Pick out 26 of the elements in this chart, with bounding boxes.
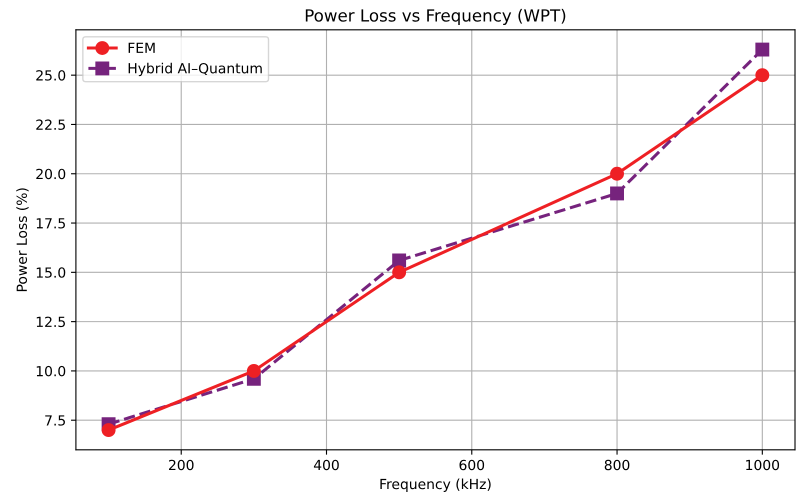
x-tick-label: 200 (168, 460, 194, 470)
point (755, 42, 770, 56)
y-tick-label: 22.5 (36, 119, 65, 130)
y-tick-label: 12.5 (36, 316, 65, 328)
y-tick-label: 20.0 (36, 168, 66, 180)
legend-label: Hybrid AI–Quantum (128, 62, 262, 76)
point (102, 423, 116, 438)
y-tick-label: 17.5 (36, 218, 65, 229)
point (755, 68, 770, 82)
point (610, 166, 624, 181)
y-axis-title: Power Loss (%) (16, 188, 29, 292)
point (392, 265, 406, 280)
x-tick-label: 800 (604, 460, 630, 470)
x-axis-title: Frequency (kHz) (380, 478, 491, 492)
chart-title: Power Loss vs Frequency (WPT) (306, 8, 566, 25)
x-tick-label: 400 (314, 460, 339, 470)
point (610, 186, 624, 200)
y-tick-label: 25.0 (36, 70, 66, 81)
legend-label: FEM (128, 42, 155, 53)
y-tick-label: 10.0 (36, 366, 66, 376)
x-tick-label: 1000 (746, 460, 780, 470)
x-tick-label: 600 (459, 460, 484, 470)
point (392, 254, 406, 268)
y-tick-label: 7.5 (45, 415, 65, 426)
y-tick-label: 15.0 (36, 267, 66, 278)
point (246, 364, 261, 378)
